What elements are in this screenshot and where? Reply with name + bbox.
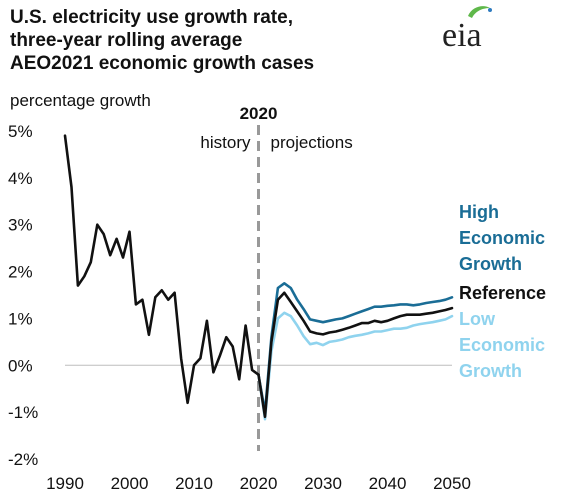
series-label-reference: Reference xyxy=(459,283,546,303)
series-line-history xyxy=(63,134,260,405)
divider-group: 2020 history projections xyxy=(200,104,353,451)
series-line-high-economic-growth xyxy=(257,282,454,414)
series-labels: High Economic Growth Reference Low Economic Gr… xyxy=(459,202,546,381)
y-tick-label: -1% xyxy=(8,403,38,422)
divider-year-label: 2020 xyxy=(240,104,278,123)
axis-labels: 5% 4% 3% 2% 1% 0% -1% -2% 1990 2000 2010 2020 2030 20… xyxy=(8,122,471,493)
history-label: history xyxy=(200,133,251,152)
title-line-1: U.S. electricity use growth rate, xyxy=(10,7,293,28)
eia-logo-swoosh xyxy=(468,6,490,18)
series-line-low-economic-growth xyxy=(257,311,454,421)
chart-title: U.S. electricity use growth rate, three-… xyxy=(10,6,314,75)
x-tick-label: 2040 xyxy=(369,474,407,493)
x-tick-label: 2020 xyxy=(240,474,278,493)
y-tick-label: 1% xyxy=(8,309,33,328)
y-tick-label: 3% xyxy=(8,216,33,235)
projections-label: projections xyxy=(271,133,353,152)
x-tick-label: 1990 xyxy=(46,474,84,493)
x-tick-label: 2030 xyxy=(304,474,342,493)
eia-logo-text: eia xyxy=(442,17,482,52)
series-label-high-economic-growth: Economic xyxy=(459,228,545,248)
series-label-low-economic-growth: Growth xyxy=(459,361,522,381)
x-tick-label: 2010 xyxy=(175,474,213,493)
series-label-low-economic-growth: Economic xyxy=(459,335,545,355)
y-tick-label: 5% xyxy=(8,122,33,141)
y-tick-label: 4% xyxy=(8,169,33,188)
eia-logo: eia xyxy=(442,6,492,52)
title-line-3: AEO2021 economic growth cases xyxy=(10,53,315,74)
title-line-2: three-year rolling average xyxy=(10,30,243,51)
y-tick-label: 2% xyxy=(8,263,33,282)
x-tick-label: 2050 xyxy=(433,474,471,493)
y-tick-label: -2% xyxy=(8,450,38,469)
y-tick-label: 0% xyxy=(8,356,33,375)
x-tick-label: 2000 xyxy=(111,474,149,493)
eia-logo-dot xyxy=(488,8,492,12)
series-line-reference xyxy=(257,291,454,419)
series-label-low-economic-growth: Low xyxy=(459,309,496,329)
series-group xyxy=(63,134,454,421)
units-label: percentage growth xyxy=(10,91,151,110)
series-label-high-economic-growth: Growth xyxy=(459,254,522,274)
series-label-high-economic-growth: High xyxy=(459,202,499,222)
